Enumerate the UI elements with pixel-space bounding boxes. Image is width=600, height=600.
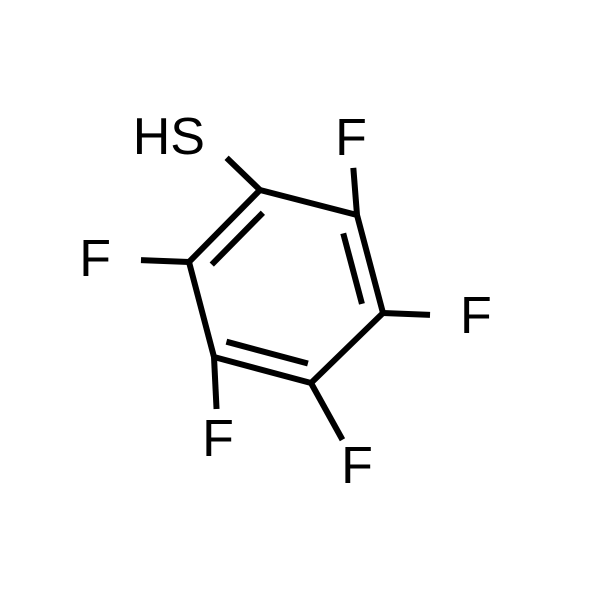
atom-label-f5: F <box>202 410 234 468</box>
bond <box>226 342 307 364</box>
atom-label-f3: F <box>460 287 492 345</box>
bond <box>353 168 357 215</box>
bond <box>214 357 217 409</box>
bond <box>260 190 357 215</box>
bond <box>189 262 214 357</box>
atom-label-f4: F <box>341 437 373 495</box>
bond <box>343 233 362 304</box>
atom-label-f2: F <box>335 109 367 167</box>
bond <box>212 213 263 265</box>
molecule-diagram: HS F F F F F <box>0 0 600 600</box>
bond <box>383 313 430 315</box>
bond <box>311 313 383 383</box>
bond <box>311 383 342 440</box>
atom-label-f6: F <box>79 230 111 288</box>
bond <box>141 260 189 262</box>
atom-label-sh: HS <box>133 108 205 166</box>
bond <box>227 158 260 190</box>
